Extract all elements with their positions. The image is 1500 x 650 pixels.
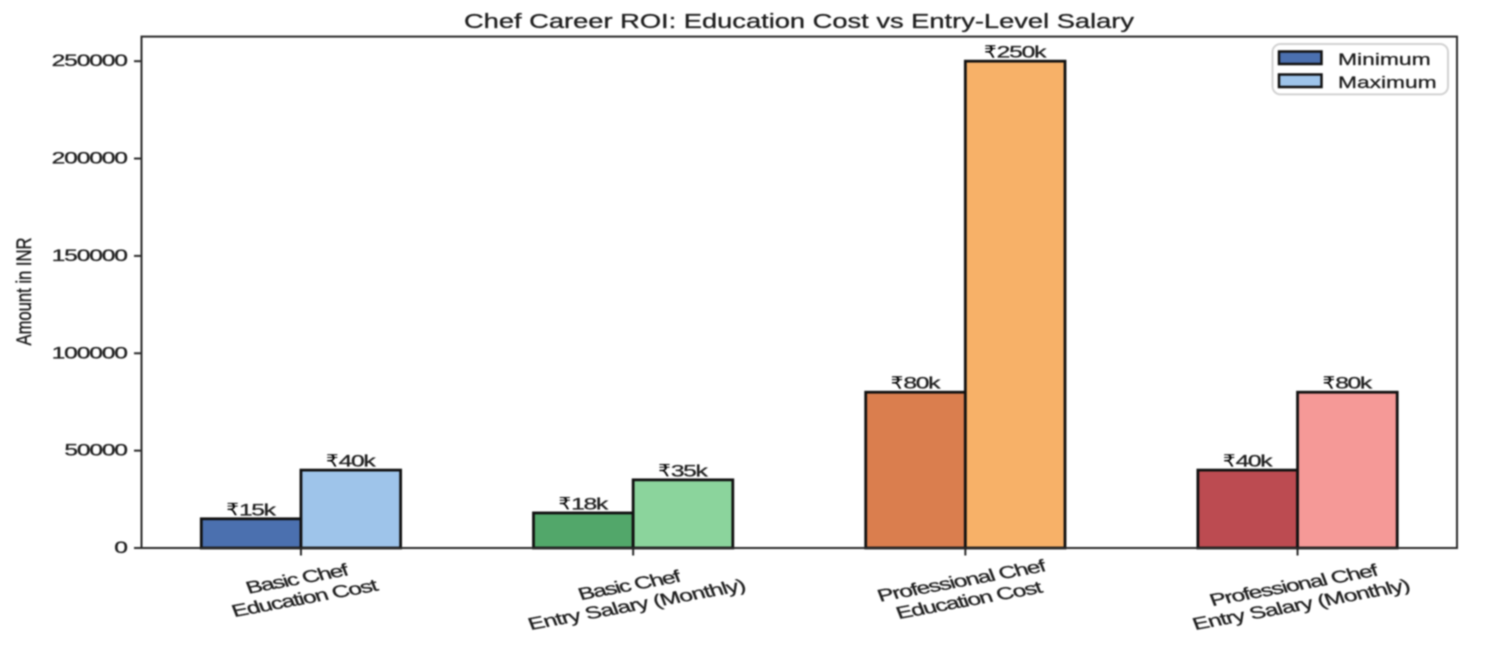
svg-text:80k: 80k: [903, 374, 941, 392]
svg-text:50000: 50000: [64, 441, 128, 459]
svg-text:40k: 40k: [339, 452, 377, 470]
svg-text:80k: 80k: [1335, 374, 1373, 392]
svg-text:0: 0: [114, 539, 128, 557]
svg-text:100000: 100000: [52, 344, 128, 362]
svg-text:200000: 200000: [52, 149, 128, 167]
svg-text:35k: 35k: [671, 462, 709, 480]
svg-text:Minimum: Minimum: [1338, 51, 1431, 69]
svg-text:150000: 150000: [52, 246, 128, 264]
svg-text:Maximum: Maximum: [1338, 74, 1437, 92]
svg-text:250k: 250k: [997, 43, 1047, 61]
svg-text:15k: 15k: [239, 501, 277, 519]
svg-text:40k: 40k: [1236, 452, 1274, 470]
svg-text:Amount in INR: Amount in INR: [12, 238, 35, 346]
svg-text:Chef Career ROI: Education Cos: Chef Career ROI: Education Cost vs Entry…: [464, 10, 1135, 32]
svg-text:18k: 18k: [571, 495, 609, 513]
svg-text:250000: 250000: [52, 52, 128, 70]
